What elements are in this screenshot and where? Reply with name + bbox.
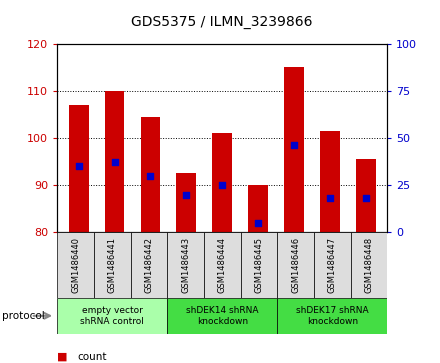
Bar: [204, 232, 241, 298]
Text: empty vector
shRNA control: empty vector shRNA control: [80, 306, 144, 326]
Text: GSM1486441: GSM1486441: [108, 237, 117, 293]
Text: GDS5375 / ILMN_3239866: GDS5375 / ILMN_3239866: [132, 15, 313, 29]
Text: GSM1486447: GSM1486447: [328, 237, 337, 293]
Text: GSM1486446: GSM1486446: [291, 237, 300, 293]
Point: [326, 195, 334, 201]
Bar: [356, 159, 376, 232]
Bar: [241, 232, 277, 298]
Bar: [284, 67, 304, 232]
Bar: [57, 298, 167, 334]
Text: GSM1486445: GSM1486445: [254, 237, 264, 293]
Text: count: count: [77, 352, 106, 362]
Point: [75, 163, 82, 169]
Bar: [167, 232, 204, 298]
Bar: [176, 173, 196, 232]
Bar: [351, 232, 387, 298]
Text: shDEK14 shRNA
knockdown: shDEK14 shRNA knockdown: [186, 306, 258, 326]
Text: GSM1486443: GSM1486443: [181, 237, 190, 293]
Point: [255, 220, 262, 226]
Text: shDEK17 shRNA
knockdown: shDEK17 shRNA knockdown: [296, 306, 369, 326]
Bar: [105, 91, 125, 232]
Bar: [277, 298, 387, 334]
Point: [219, 182, 226, 188]
Point: [183, 192, 190, 197]
Text: GSM1486442: GSM1486442: [144, 237, 154, 293]
Text: GSM1486448: GSM1486448: [364, 237, 374, 293]
Bar: [277, 232, 314, 298]
Bar: [131, 232, 167, 298]
Bar: [57, 232, 94, 298]
Bar: [141, 117, 160, 232]
Bar: [167, 298, 277, 334]
Text: GSM1486440: GSM1486440: [71, 237, 80, 293]
Bar: [248, 185, 268, 232]
Bar: [320, 131, 340, 232]
Bar: [69, 105, 88, 232]
Bar: [94, 232, 131, 298]
Point: [147, 173, 154, 179]
Point: [111, 160, 118, 166]
Text: protocol: protocol: [2, 311, 45, 321]
Text: GSM1486444: GSM1486444: [218, 237, 227, 293]
Bar: [213, 133, 232, 232]
Point: [362, 195, 369, 201]
Bar: [314, 232, 351, 298]
Point: [290, 143, 297, 148]
Text: ■: ■: [57, 352, 68, 362]
